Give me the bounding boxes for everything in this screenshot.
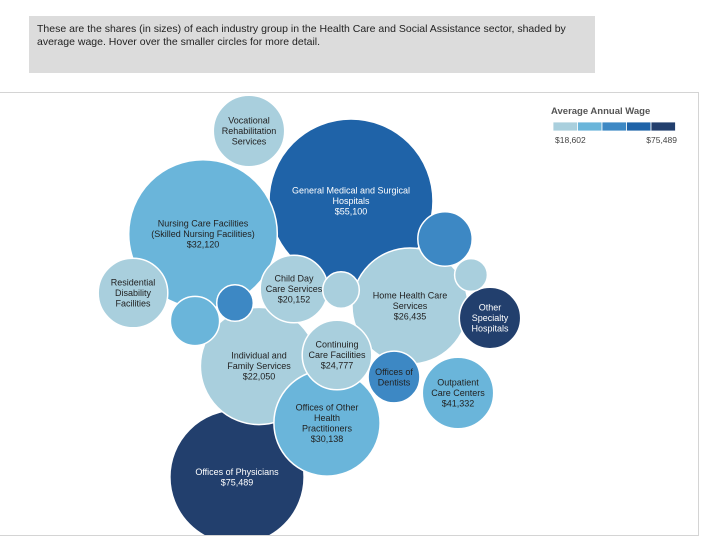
bubble-circle[interactable] [458, 286, 522, 350]
bubble-label: Residential [111, 278, 156, 288]
bubble-label: Hospitals [471, 324, 509, 334]
bubble[interactable] [169, 295, 221, 347]
bubble-label: Nursing Care Facilities [158, 219, 249, 229]
legend-max-label: $75,489 [646, 135, 677, 145]
bubble-label: $75,489 [221, 477, 254, 487]
bubble-label: Care Centers [431, 388, 485, 398]
bubble-label: $41,332 [442, 399, 475, 409]
bubble-label: Care Services [266, 284, 323, 294]
legend-swatch [577, 121, 603, 132]
bubble-label: Practitioners [302, 423, 353, 433]
bubble-label: (Skilled Nursing Facilities) [151, 229, 255, 239]
bubble-circle[interactable] [453, 257, 489, 293]
bubble-label: Family Services [227, 361, 291, 371]
legend-swatch [552, 121, 578, 132]
bubble-label: Services [393, 301, 428, 311]
bubble-label: Individual and [231, 351, 287, 361]
bubble[interactable]: Offices of Physicians$75,489 [169, 409, 305, 540]
bubble-circle[interactable] [301, 319, 373, 391]
bubble-circle[interactable] [321, 270, 361, 310]
bubble[interactable] [417, 211, 473, 267]
intro-text: These are the shares (in sizes) of each … [29, 16, 595, 73]
bubble-circle[interactable] [367, 350, 421, 404]
bubble-label: $55,100 [335, 207, 368, 217]
bubble-label: Child Day [274, 274, 314, 284]
bubble-circle[interactable] [215, 283, 255, 323]
bubble-label: Home Health Care [373, 291, 448, 301]
bubble-label: $22,050 [243, 372, 276, 382]
bubble-label: Disability [115, 288, 152, 298]
bubble-label: Services [232, 137, 267, 147]
bubble[interactable]: Nursing Care Facilities(Skilled Nursing … [127, 158, 279, 310]
legend-min-label: $18,602 [555, 135, 586, 145]
legend: Average Annual Wage $18,602 $75,489 [551, 106, 677, 145]
bubble-label: Hospitals [332, 196, 370, 206]
bubble-label: Offices of Physicians [195, 467, 279, 477]
bubble-circle[interactable] [169, 295, 221, 347]
legend-swatch [650, 121, 676, 132]
bubble-label: Vocational [228, 116, 270, 126]
bubble-circle[interactable] [97, 257, 169, 329]
bubble-label: Offices of [375, 367, 413, 377]
bubble-circle[interactable] [417, 211, 473, 267]
bubble-circle[interactable] [212, 94, 286, 168]
bubble-label: Offices of Other [296, 402, 359, 412]
bubble-label: $32,120 [187, 240, 220, 250]
bubble-label: Dentists [378, 377, 411, 387]
bubble-label: Facilities [115, 299, 151, 309]
bubble-label: $26,435 [394, 312, 427, 322]
bubble-label: $30,138 [311, 434, 344, 444]
legend-swatch [601, 121, 627, 132]
bubble-chart: General Medical and SurgicalHospitals$55… [97, 94, 677, 540]
bubble-label: Rehabilitation [222, 126, 277, 136]
bubble-label: $20,152 [278, 295, 311, 305]
bubble[interactable]: General Medical and SurgicalHospitals$55… [268, 118, 434, 284]
bubble[interactable] [321, 270, 361, 310]
bubble-label: Other [479, 303, 502, 313]
bubble-label: $24,777 [321, 361, 354, 371]
bubble-circle[interactable] [421, 356, 495, 430]
bubble-label: Outpatient [437, 378, 479, 388]
bubble-label: Health [314, 413, 340, 423]
bubble-label: General Medical and Surgical [292, 186, 410, 196]
bubble-label: Continuing [315, 340, 358, 350]
bubble-label: Specialty [472, 313, 509, 323]
bubble-label: Care Facilities [308, 350, 366, 360]
bubble[interactable] [215, 283, 255, 323]
legend-title: Average Annual Wage [551, 106, 650, 117]
chart-panel: General Medical and Surgical Hospitals $55… [0, 92, 699, 540]
bubble[interactable] [453, 257, 489, 293]
legend-swatch [626, 121, 652, 132]
